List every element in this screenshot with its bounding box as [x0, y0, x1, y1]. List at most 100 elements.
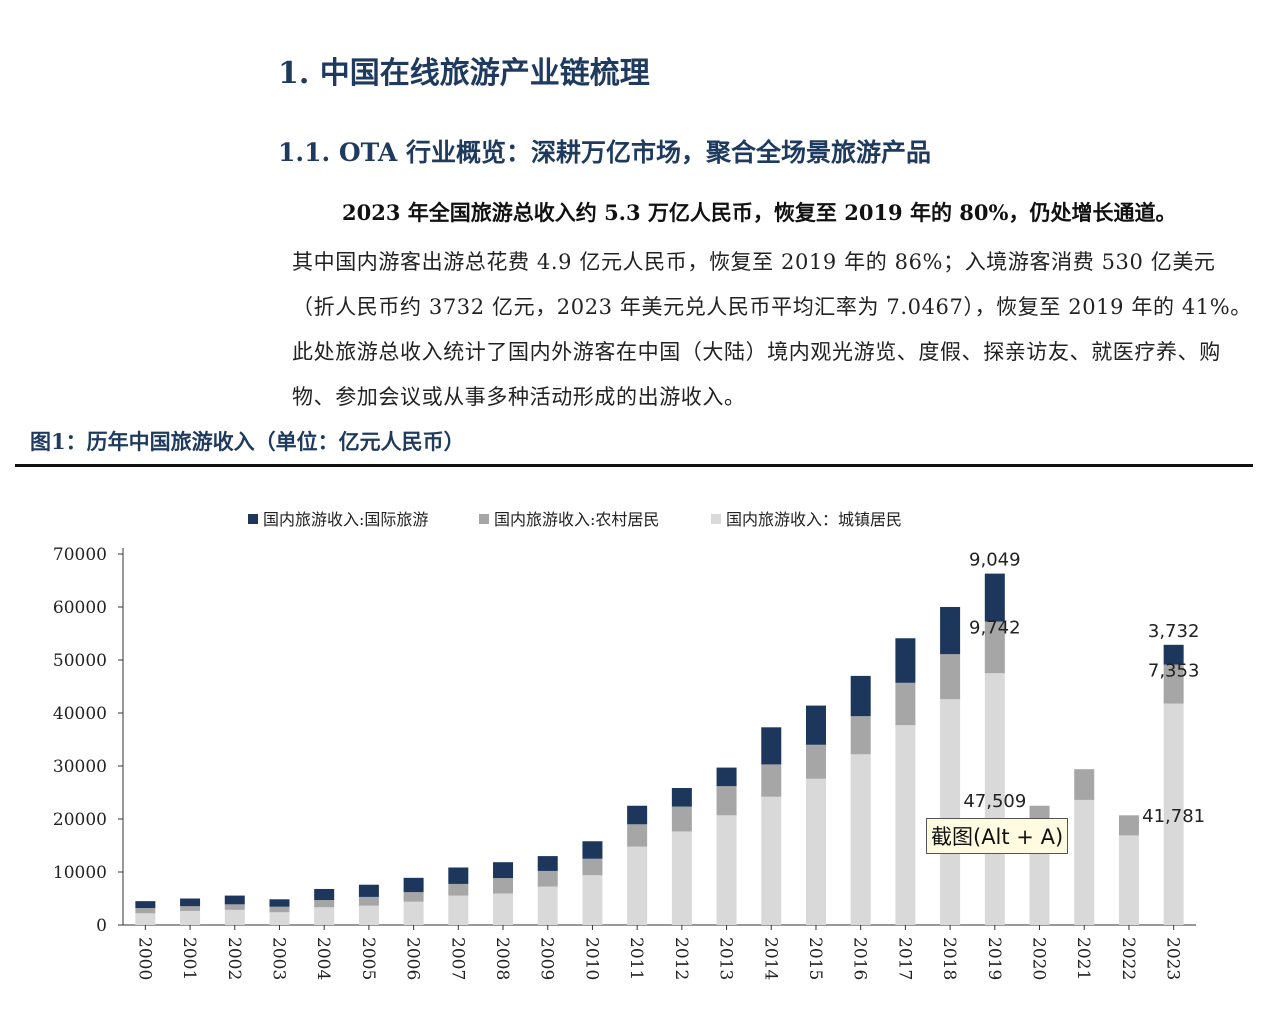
x-tick-label: 2015 [805, 937, 825, 980]
x-tick-label: 2013 [716, 937, 736, 980]
bar-urban-2000 [135, 913, 156, 925]
x-tick-label: 2021 [1073, 937, 1093, 980]
x-tick-label: 2009 [537, 937, 557, 980]
y-tick-label: 20000 [53, 810, 107, 830]
section-heading: 1. 中国在线旅游产业链梳理 [278, 56, 650, 91]
x-tick-label: 2004 [313, 937, 333, 980]
bar-rural-2010 [582, 858, 603, 876]
x-tick-label: 2006 [403, 937, 423, 980]
bar-international-2023 [1163, 644, 1184, 665]
bar-rural-2002 [224, 904, 245, 910]
bar-international-2016 [850, 675, 871, 717]
legend-label: 国内旅游收入：城镇居民 [726, 510, 902, 529]
bar-urban-2014 [761, 796, 782, 925]
data-label-2023: 41,781 [1142, 806, 1205, 827]
y-tick-label: 40000 [53, 704, 107, 724]
bar-rural-2012 [671, 806, 692, 832]
x-tick-label: 2005 [358, 937, 378, 980]
y-tick-label: 60000 [53, 598, 107, 618]
bar-rural-2017 [895, 682, 916, 726]
x-tick-label: 2019 [984, 937, 1004, 980]
x-tick-label: 2018 [939, 937, 959, 980]
bar-international-2007 [448, 867, 469, 884]
x-tick-label: 2016 [850, 937, 870, 980]
bar-rural-2021 [1074, 769, 1095, 800]
bar-rural-2015 [805, 744, 826, 779]
bar-rural-2004 [314, 900, 335, 908]
data-label-2023: 7,353 [1148, 661, 1200, 682]
screenshot-tooltip: 截图(Alt + A) [926, 818, 1069, 854]
bar-urban-2017 [895, 725, 916, 925]
bar-urban-2008 [493, 893, 514, 925]
data-label-2019: 9,049 [969, 550, 1021, 571]
bar-international-2013 [716, 767, 737, 787]
figure-title: 图1：历年中国旅游收入（单位：亿元人民币） [30, 429, 465, 454]
y-tick-label: 70000 [53, 545, 107, 565]
bar-rural-2005 [358, 896, 379, 906]
legend-swatch [711, 514, 721, 524]
bar-rural-2022 [1118, 815, 1139, 836]
bar-rural-2007 [448, 883, 469, 896]
subsection-heading: 1.1. OTA 行业概览：深耕万亿市场，聚合全场景旅游产品 [278, 138, 932, 167]
data-label-2019: 47,509 [963, 791, 1026, 812]
bar-urban-2015 [805, 778, 826, 925]
bar-international-2004 [314, 888, 335, 901]
legend-swatch [479, 514, 489, 524]
y-tick-label: 50000 [53, 651, 107, 671]
x-tick-label: 2002 [224, 937, 244, 980]
bar-rural-2009 [537, 870, 558, 887]
bar-urban-2006 [403, 901, 424, 925]
bar-urban-2009 [537, 886, 558, 925]
bar-rural-2018 [940, 654, 961, 700]
bar-rural-2001 [180, 906, 201, 911]
x-tick-label: 2008 [492, 937, 512, 980]
legend-label: 国内旅游收入:国际旅游 [263, 510, 428, 529]
bar-rural-2023 [1163, 664, 1184, 704]
bar-international-2010 [582, 841, 603, 859]
bar-rural-2013 [716, 786, 737, 816]
x-tick-label: 2023 [1163, 937, 1183, 980]
bar-urban-2022 [1118, 835, 1139, 925]
bar-urban-2019 [984, 673, 1005, 925]
bar-international-2003 [269, 899, 290, 907]
bar-urban-2011 [627, 846, 648, 925]
bar-urban-2018 [940, 699, 961, 925]
legend-label: 国内旅游收入:农村居民 [494, 510, 659, 529]
bar-urban-2010 [582, 875, 603, 925]
bar-urban-2013 [716, 815, 737, 925]
bar-international-2012 [671, 787, 692, 807]
bar-international-2017 [895, 638, 916, 683]
data-label-2023: 3,732 [1148, 621, 1200, 642]
bar-international-2018 [940, 607, 961, 655]
bar-international-2000 [135, 901, 156, 909]
x-tick-label: 2011 [626, 937, 646, 980]
bar-urban-2023 [1163, 703, 1184, 925]
bar-rural-2011 [627, 824, 648, 847]
bar-international-2008 [493, 862, 514, 879]
bar-international-2014 [761, 727, 782, 765]
bar-urban-2004 [314, 907, 335, 925]
bar-urban-2012 [671, 831, 692, 925]
bar-international-2009 [537, 856, 558, 871]
x-tick-label: 2020 [1029, 937, 1049, 980]
bar-international-2001 [180, 898, 201, 907]
y-tick-label: 30000 [53, 757, 107, 777]
bar-rural-2000 [135, 908, 156, 914]
bar-urban-2002 [224, 909, 245, 925]
bar-international-2015 [805, 705, 826, 745]
x-tick-label: 2007 [447, 937, 467, 980]
x-tick-label: 2003 [268, 937, 288, 980]
x-tick-label: 2012 [671, 937, 691, 980]
x-tick-label: 2014 [760, 937, 780, 980]
legend-swatch [248, 514, 258, 524]
bar-rural-2006 [403, 892, 424, 902]
x-tick-label: 2001 [179, 937, 199, 980]
bar-urban-2005 [358, 905, 379, 925]
bar-rural-2014 [761, 764, 782, 797]
bar-urban-2016 [850, 754, 871, 925]
figure-divider [15, 464, 1253, 467]
bar-urban-2001 [180, 910, 201, 925]
bar-rural-2008 [493, 878, 514, 894]
bar-international-2005 [358, 884, 379, 897]
bar-international-2002 [224, 895, 245, 905]
